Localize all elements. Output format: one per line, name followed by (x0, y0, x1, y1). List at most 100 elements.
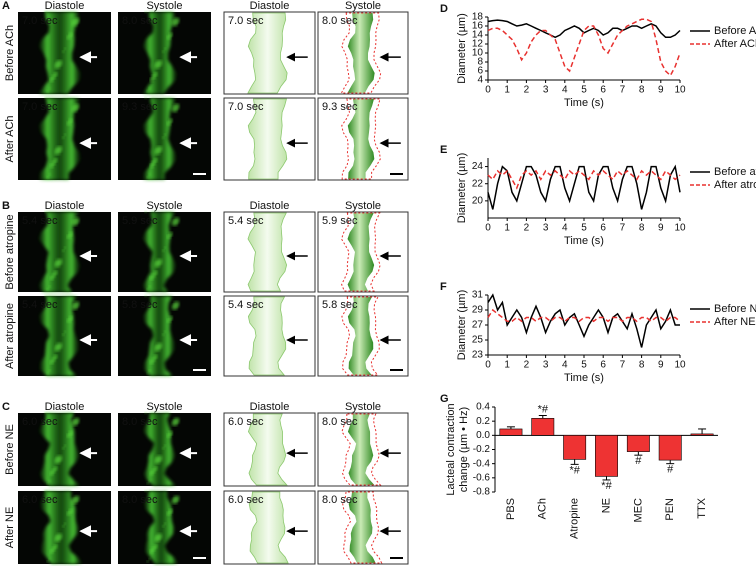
y-tick-label: 6 (477, 66, 483, 77)
x-tick-label: 4 (562, 85, 568, 96)
speckle (53, 466, 58, 471)
speckle (46, 482, 50, 485)
column-header: Diastole (250, 401, 290, 413)
speckle (68, 430, 73, 436)
speckle (146, 288, 150, 291)
speckle (148, 173, 151, 176)
vessel-schematic (347, 213, 375, 291)
speckle (48, 173, 51, 176)
speckle (61, 447, 65, 450)
series-line (487, 169, 681, 190)
speckle (68, 508, 73, 514)
bar (563, 435, 587, 460)
y-tick-label: -0.8 (473, 487, 491, 498)
vessel-schematic (247, 413, 288, 486)
speckle (56, 145, 63, 153)
legend-label: Before NE (714, 303, 756, 315)
y-tick-label: 10 (472, 48, 484, 59)
significance: # (635, 455, 642, 467)
time-label: 5.4 sec (228, 299, 264, 311)
x-tick-label: ACh (537, 498, 549, 519)
bar (626, 435, 650, 452)
row-label: After atropine (4, 303, 16, 369)
vessel-fluorescence (38, 98, 81, 180)
x-tick-label: 9 (658, 223, 664, 234)
series-line (487, 19, 681, 39)
bar (658, 435, 682, 461)
speckle (68, 231, 73, 237)
y-tick-label: 0.2 (476, 416, 490, 427)
time-label: 5.4 sec (22, 299, 58, 311)
column-header: Systole (345, 0, 381, 12)
bar (531, 418, 555, 436)
speckle (153, 158, 158, 163)
diastole-outline (341, 413, 382, 486)
y-axis-label: Diameter (µm) (456, 153, 468, 224)
bar (595, 435, 618, 477)
x-tick-label: TTX (696, 497, 708, 518)
speckle (56, 59, 63, 67)
x-tick-label: 8 (639, 223, 645, 234)
speckle (156, 533, 163, 540)
speckle (61, 333, 65, 336)
speckle (56, 342, 63, 349)
time-label: 5.8 sec (322, 299, 358, 311)
panel-letter: F (440, 281, 447, 293)
x-tick-label: 9 (658, 360, 664, 371)
vessel-fluorescence (142, 12, 177, 94)
x-tick-label: 2 (524, 85, 530, 96)
bar (499, 428, 523, 436)
y-tick-label: 0.4 (476, 402, 490, 413)
row-label: Before atropine (4, 214, 16, 289)
vessel-schematic (347, 414, 375, 485)
speckle (63, 330, 67, 334)
y-axis-label: Diameter (µm) (456, 13, 468, 84)
x-tick-label: PEN (664, 498, 676, 521)
column-header: Systole (146, 401, 182, 413)
speckle (161, 50, 165, 53)
speckle (146, 560, 150, 563)
y-tick-label: 27 (472, 320, 484, 331)
speckle (153, 270, 158, 275)
x-tick-label: 5 (581, 360, 587, 371)
y-tick-label: 25 (472, 335, 484, 346)
speckle (168, 430, 173, 436)
speckle (68, 32, 73, 37)
speckle (173, 217, 180, 224)
vessel-schematic (347, 297, 374, 375)
y-tick-label: 31 (472, 290, 484, 301)
speckle (46, 560, 50, 563)
time-label: 5.9 sec (122, 215, 158, 227)
y-tick-label: 8 (477, 57, 483, 68)
x-tick-label: 1 (504, 223, 510, 234)
vessel-fluorescence (144, 491, 179, 564)
legend-label: After ACh (714, 38, 756, 50)
time-label: 7.0 sec (228, 101, 264, 113)
speckle (148, 87, 151, 90)
speckle (68, 118, 73, 123)
speckle (163, 330, 167, 334)
vessel-schematic (247, 98, 288, 180)
speckle (161, 333, 165, 336)
vessel-fluorescence (142, 98, 177, 180)
speckle (56, 258, 63, 265)
speckle (173, 103, 180, 110)
speckle (44, 294, 48, 298)
x-tick-label: 9 (658, 85, 664, 96)
speckle (173, 17, 180, 24)
speckle (156, 342, 163, 349)
panel-letter: G (440, 393, 449, 405)
y-tick-label: 4 (477, 75, 483, 86)
time-label: 8.0 sec (122, 15, 158, 27)
speckle (173, 417, 180, 424)
legend-label: Before ACh (714, 25, 756, 37)
x-tick-label: NE (600, 498, 612, 513)
x-tick-label: 6 (600, 85, 606, 96)
y-tick-label: -0.2 (473, 444, 491, 455)
speckle (73, 417, 80, 424)
speckle (153, 544, 158, 549)
speckle (168, 315, 173, 321)
speckle (44, 10, 48, 14)
time-label: 8.0 sec (122, 494, 158, 506)
vessel-fluorescence (143, 296, 175, 376)
